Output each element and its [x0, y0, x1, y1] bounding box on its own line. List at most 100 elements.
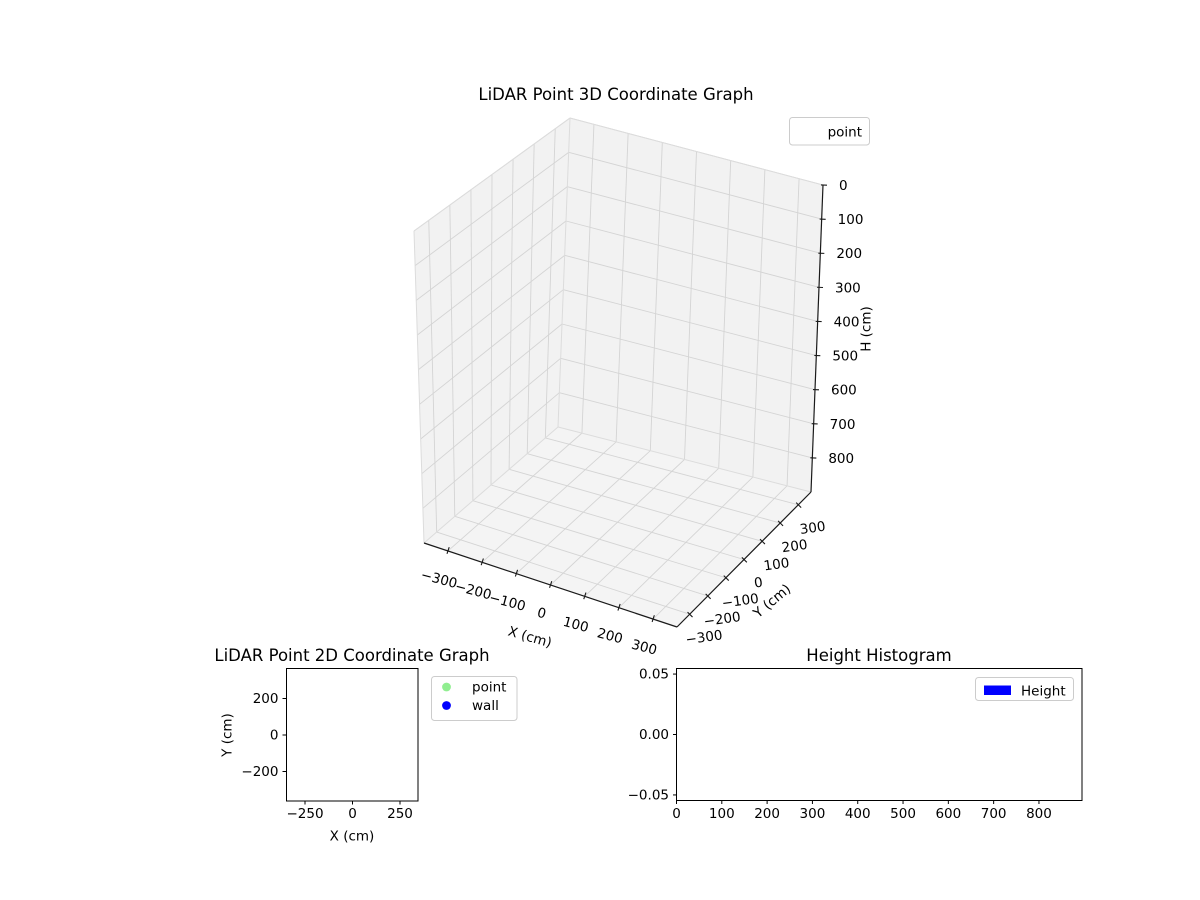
tick-mark-3d	[777, 520, 784, 527]
tick-mark-3d	[514, 569, 519, 577]
z-tick-label-3d: 600	[831, 383, 857, 399]
tick-mark-3d	[723, 575, 730, 581]
x-tick-label-hist: 0	[672, 806, 681, 822]
y-tick-label-3d: 0	[753, 575, 764, 592]
y-tick-label-3d: −200	[703, 609, 742, 630]
histogram-plot: Height Histogram 0 100 200 300 400 500 600 700 8…	[628, 646, 1083, 822]
gridline-3d	[490, 484, 745, 560]
pane-edge	[557, 117, 571, 428]
y-tick-label-3d: 100	[763, 555, 791, 574]
tick-mark-3d	[705, 593, 712, 600]
y-tick-label-hist: −0.05	[628, 787, 669, 803]
tick-mark-3d	[741, 556, 748, 563]
legend-histogram-height-marker	[984, 685, 1011, 695]
legend-histogram: Height	[975, 677, 1074, 701]
x-tick-label-3d: 100	[561, 614, 590, 636]
gridline-3d	[526, 143, 535, 454]
gridline-3d	[615, 133, 629, 442]
gridline-3d	[422, 392, 560, 509]
legend-histogram-height-label: Height	[1021, 684, 1066, 700]
gridline-3d	[527, 453, 781, 524]
gridline-3d	[417, 220, 567, 336]
x-tick-label-hist: 600	[935, 806, 961, 822]
gridline-3d	[421, 357, 561, 475]
gridline-3d	[581, 124, 595, 434]
legend-2d: point wall	[431, 676, 518, 721]
x-axis-label-3d: X (cm)	[506, 624, 553, 652]
histogram-title: Height Histogram	[806, 646, 951, 665]
gridline-3d	[563, 289, 817, 356]
z-axis-line-3d	[810, 184, 824, 493]
y-tick-label-3d: 200	[781, 537, 809, 556]
tick-mark-3d	[795, 502, 802, 508]
z-tick-label-3d: 800	[828, 451, 854, 467]
gridline-3d	[565, 220, 820, 288]
2d-plot: LiDAR Point 2D Coordinate Graph −250 0 250…	[214, 646, 518, 845]
histogram-axes-ticks: 0 100 200 300 400 500 600 700 800 0.05 0.00 −0.05	[628, 667, 1052, 822]
gridline-3d	[449, 205, 456, 517]
x-tick-label-hist: 400	[845, 806, 871, 822]
legend-2d-point-label: point	[472, 680, 506, 696]
y-tick-label-hist: 0.00	[639, 727, 669, 743]
gridline-3d	[564, 254, 818, 322]
x-tick-label-hist: 200	[754, 806, 780, 822]
gridline-3d	[470, 189, 474, 501]
pane-edge	[569, 117, 824, 186]
tick-mark-3d	[687, 611, 693, 618]
gridline-3d	[428, 220, 438, 533]
gridline-3d	[508, 468, 763, 542]
gridline-3d	[472, 500, 727, 579]
tick-mark-3d	[583, 592, 587, 600]
legend-2d-point-marker	[442, 682, 451, 692]
gridline-3d	[436, 531, 690, 615]
y-tick-label-2d: 200	[253, 691, 279, 707]
legend-3d-box	[789, 117, 870, 146]
gridline-3d	[684, 151, 697, 460]
y-tick-label-hist: 0.05	[639, 667, 669, 683]
plot3d-title: LiDAR Point 3D Coordinate Graph	[478, 85, 753, 104]
x-tick-label-hist: 300	[800, 806, 826, 822]
pane-left-wall	[414, 118, 570, 543]
legend-3d-point-label: point	[828, 125, 862, 141]
z-tick-label-3d: 300	[835, 280, 861, 296]
plot2d-area	[286, 668, 419, 802]
gridline-3d	[419, 289, 564, 405]
x-tick-label-3d: 300	[630, 637, 659, 659]
gridline-3d	[415, 186, 568, 301]
x-tick-label-3d: −300	[419, 567, 459, 592]
tick-mark-3d	[480, 558, 484, 566]
z-tick-label-3d: 0	[839, 178, 848, 194]
gridline-3d	[559, 392, 813, 459]
gridline-3d	[544, 128, 556, 438]
x-tick-label-2d: −250	[286, 806, 323, 822]
x-tick-label-3d: −100	[487, 590, 527, 615]
gridline-3d	[718, 160, 732, 469]
x-tick-label-3d: −200	[453, 578, 493, 603]
3d-plot: LiDAR Point 3D Coordinate Graph −300−200…	[413, 85, 875, 659]
y-axis-label-2d: Y (cm)	[220, 713, 236, 758]
tick-mark-3d	[759, 538, 766, 545]
gridline-3d	[567, 186, 821, 254]
legend-2d-wall-marker	[442, 701, 451, 710]
x-tick-label-2d: 0	[348, 806, 357, 822]
gridline-3d	[414, 151, 569, 267]
x-tick-label-hist: 100	[709, 806, 735, 822]
x-axis-label-2d: X (cm)	[330, 829, 375, 845]
x-tick-label-hist: 500	[890, 806, 916, 822]
pane-edge	[557, 426, 812, 493]
gridline-3d	[561, 323, 816, 391]
y-tick-label-2d: −200	[241, 764, 278, 780]
tick-mark-3d	[446, 546, 450, 554]
gridline-3d	[560, 357, 814, 425]
gridline-3d	[454, 515, 708, 597]
gridline-3d	[786, 178, 800, 486]
tick-mark-3d	[651, 615, 655, 623]
x-tick-label-3d: 200	[595, 625, 624, 647]
x-tick-label-3d: 0	[535, 605, 547, 623]
pane-edge	[413, 117, 571, 232]
z-tick-label-3d: 200	[836, 246, 862, 262]
y-tick-label-3d: 300	[799, 519, 827, 538]
